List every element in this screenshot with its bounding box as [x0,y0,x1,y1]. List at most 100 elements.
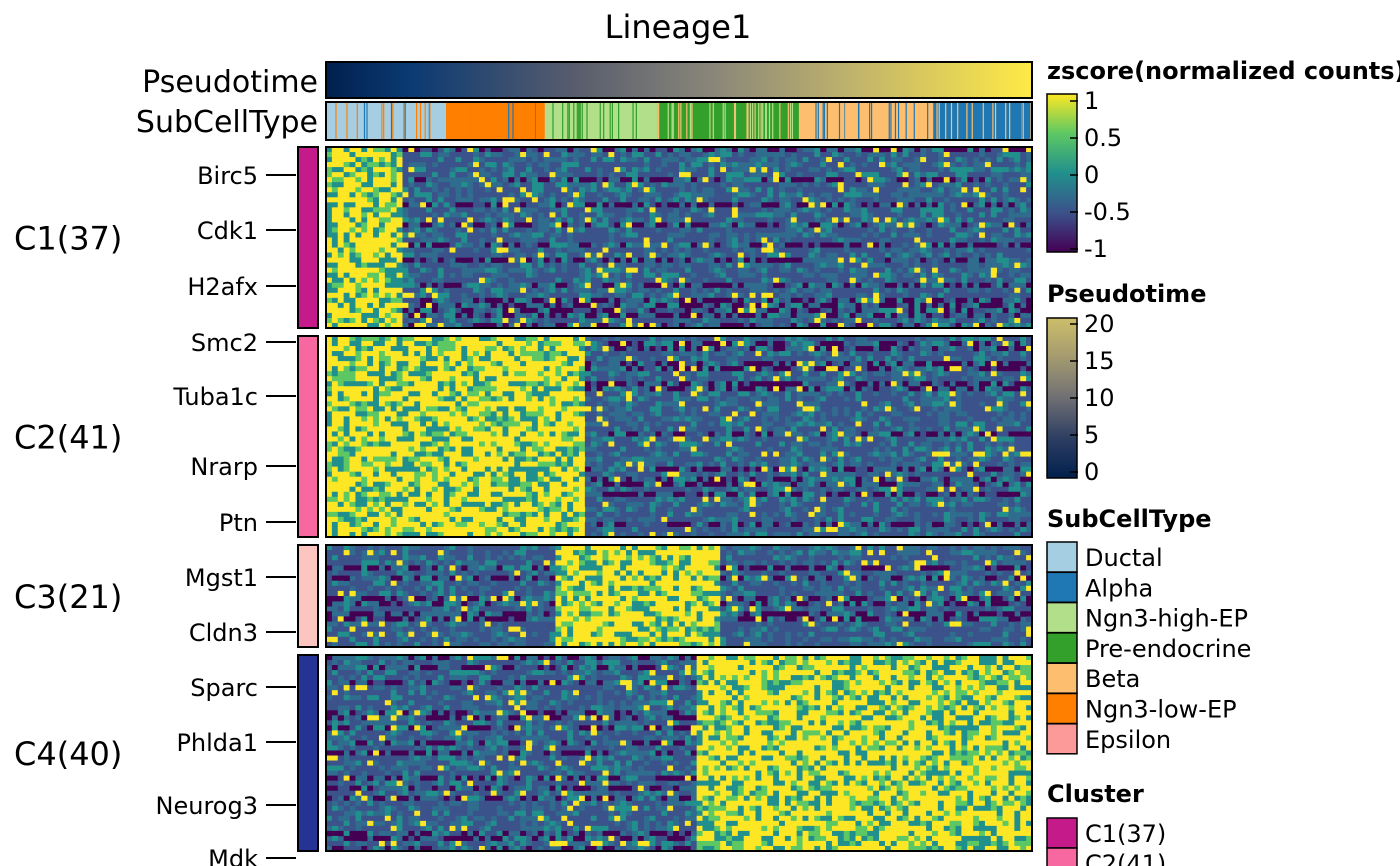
subcelltype-cell-stripe [913,103,915,139]
subcelltype-cell-stripe [609,103,611,139]
gene-label: Birc5 [197,162,258,190]
subcelltype-cell-stripe [858,103,860,139]
heatmap-block-c241 [325,335,1033,538]
subcelltype-cell-stripe [937,103,940,139]
subcelltype-cell-stripe [449,103,452,139]
subcelltype-cell-stripe [335,103,337,139]
subcelltype-cell-stripe [381,103,383,139]
subcelltype-cell-stripe [758,103,760,139]
subcelltype-cell-stripe [534,103,537,139]
subcelltype-cell-stripe [356,103,358,139]
subcelltype-cell-stripe [762,103,764,139]
heatmap-block-c137 [325,146,1033,329]
subcelltype-segment-ngn3-high-ep [544,102,658,140]
zscore-tick-label: -0.5 [1084,198,1131,226]
subcelltype-legend-label: Ngn3-low-EP [1085,696,1237,724]
subcelltype-legend-label: Ductal [1085,544,1163,572]
subcelltype-cell-stripe [789,103,792,139]
gene-label: Cldn3 [189,619,258,647]
subcelltype-cell-stripe [470,103,472,139]
subcelltype-cell-stripe [1030,103,1032,139]
gene-label: Phlda1 [176,729,258,757]
subcelltype-cell-stripe [941,103,943,139]
subcelltype-cell-stripe [765,103,767,139]
cluster-bar-2 [297,335,319,538]
subcelltype-cell-stripe [1005,103,1008,139]
cluster-label: C3(21) [14,578,122,616]
heatmap-body [325,146,1033,852]
subcelltype-cell-stripe [510,103,512,139]
subcelltype-cell-stripe [578,103,580,139]
subcelltype-cell-stripe [838,103,841,139]
subcelltype-cell-stripe [392,103,394,139]
subcelltype-cell-stripe [516,103,518,139]
gene-label: Mgst1 [185,564,258,592]
subcelltype-cell-stripe [526,103,528,139]
row-annotations: C1(37) Birc5 Cdk1 H2afx C2(41) Smc2 Tuba1c Nrar… [14,146,319,866]
subcelltype-cell-stripe [477,103,479,139]
zscore-legend-title: zscore(normalized counts) [1047,57,1400,85]
zscore-tick-label: 1 [1084,87,1099,115]
subcelltype-segment-alpha [933,102,1032,140]
subcelltype-cell-stripe [535,103,537,139]
subcelltype-cell-stripe [746,103,748,139]
subcelltype-cell-stripe [452,103,454,139]
subcelltype-cell-stripe [927,103,929,139]
heatmap-block-c440 [325,654,1033,852]
subcelltype-cell-stripe [733,103,736,139]
subcelltype-cell-stripe [905,103,907,139]
gene-label: Mdk [208,845,258,866]
cluster-legend-swatch [1046,847,1078,866]
subcelltype-cell-stripe [779,103,781,139]
pseudotime-annotation-bar [325,61,1033,99]
subcelltype-cell-stripe [635,103,637,139]
subcelltype-cell-stripe [749,103,752,139]
subcelltype-cell-stripe [752,103,754,139]
subcelltype-cell-stripe [552,103,554,139]
subcelltype-cell-stripe [768,103,771,139]
subcelltype-cell-stripe [969,103,971,139]
zscore-tick-label: -1 [1084,235,1108,263]
subcelltype-cell-stripe [936,103,938,139]
subcelltype-cell-stripe [366,103,368,139]
subcelltype-cell-stripe [765,103,767,139]
subcelltype-cell-stripe [1009,103,1011,139]
gene-label: Cdk1 [197,217,258,245]
subcelltype-cell-stripe [390,103,393,139]
subcelltype-legend-swatch [1046,662,1078,694]
subcelltype-segment-ngn3-low-ep [446,102,545,140]
subcelltype-cell-stripe [603,103,605,139]
pseudotime-tick-label: 0 [1084,458,1099,486]
subcelltype-cell-stripe [724,103,726,139]
subcelltype-cell-stripe [844,103,846,139]
subcelltype-cell-stripe [945,103,947,139]
subcelltype-cell-stripe [823,103,826,139]
cluster-legend-label: C2(41) [1085,850,1166,866]
subcelltype-cell-stripe [826,103,828,139]
subcelltype-legend-swatch [1046,571,1078,604]
subcelltype-cell-stripe [680,103,682,139]
subcelltype-cell-stripe [894,103,897,139]
subcelltype-legend-label: Beta [1085,665,1140,693]
subcelltype-cell-stripe [599,103,601,139]
pseudotime-annotation-label: Pseudotime [142,65,318,100]
legends: zscore(normalized counts)1 0.5 0 -0.5 -1 Pseu… [1046,57,1400,866]
subcelltype-cell-stripe [383,103,385,139]
gene-label: H2afx [187,273,258,301]
gene-label: Neurog3 [156,792,258,820]
subcelltype-cell-stripe [404,103,406,139]
subcelltype-cell-stripe [971,103,973,139]
chart-title: Lineage1 [605,8,752,46]
subcelltype-cell-stripe [691,103,693,139]
subcelltype-cell-stripe [845,103,847,139]
subcelltype-cell-stripe [457,103,459,139]
subcelltype-cell-stripe [678,103,680,139]
subcelltype-cell-stripe [994,103,997,139]
subcelltype-legend-swatch [1046,541,1078,573]
subcelltype-cell-stripe [419,103,422,139]
subcelltype-cell-stripe [709,103,711,139]
subcelltype-cell-stripe [754,103,756,139]
subcelltype-cell-stripe [424,103,426,139]
cluster-legend-label: C1(37) [1085,820,1166,848]
